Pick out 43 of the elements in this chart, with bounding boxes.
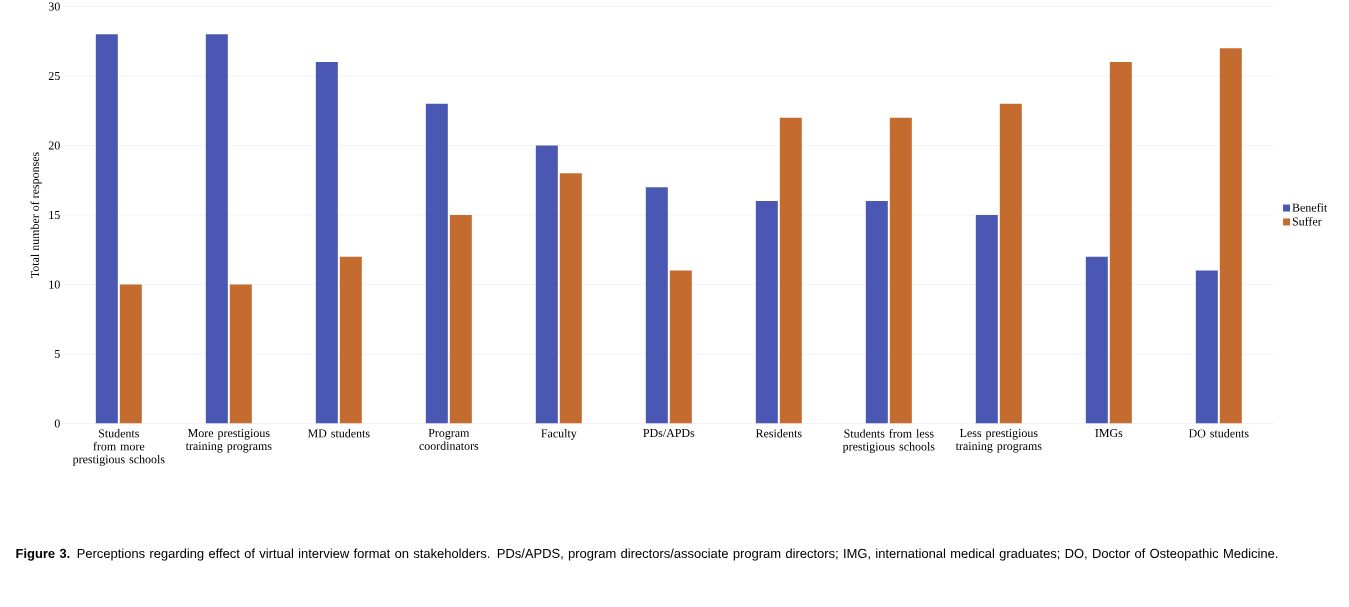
y-tick-label: 20 [48,141,60,150]
y-tick-label: 0 [54,419,60,428]
x-tick-label: DO students [1188,429,1249,438]
bar [669,270,692,424]
y-tick-label: 30 [48,2,60,11]
x-tick-label: More prestigious training programs [185,429,272,453]
x-tick-label: MD students [307,429,370,438]
legend-label: Suffer [1292,217,1322,226]
bar [559,173,582,424]
bar [535,145,558,424]
y-tick-label: 5 [55,350,60,358]
bar [1219,48,1242,424]
x-tick-label: Students from less prestigious schools [842,429,935,453]
bar [779,117,802,424]
x-tick-label: Residents [755,429,802,438]
bar [425,103,448,424]
y-tick-label: 25 [48,71,60,81]
bar [889,117,912,424]
bar [205,34,228,424]
bar [645,187,668,424]
x-tick-label: PDs/APDs [643,429,695,438]
x-tick-label: Program coordinators [419,429,479,450]
bar [1109,62,1132,424]
bar [755,201,778,424]
y-tick-label: 10 [49,280,60,289]
bar [1085,256,1108,424]
bar [999,103,1022,424]
y-tick-label: 15 [49,211,60,219]
bar [449,215,472,424]
legend-label: Benefit [1292,203,1328,212]
bar [339,256,362,424]
bar [315,62,338,424]
x-tick-label: IMGs [1095,429,1123,438]
x-tick-label: Students from more prestigious schools [72,429,165,466]
text: Figure 3. Perceptions regarding effect of virtual interview format on stakeholders. PDs/APDS, program directors/associate program directors; IMG, international medical graduates; DO, Doctor of Osteopathic Medicine. [16,548,1278,561]
bar [865,201,888,424]
bar [95,34,118,424]
bar [1195,270,1218,424]
y-axis-title: Total number of responses [30,152,42,278]
x-tick-label: Faculty [541,429,577,440]
bar [119,284,142,424]
bar [229,284,252,424]
x-tick-label: Less prestigious training programs [955,429,1042,453]
